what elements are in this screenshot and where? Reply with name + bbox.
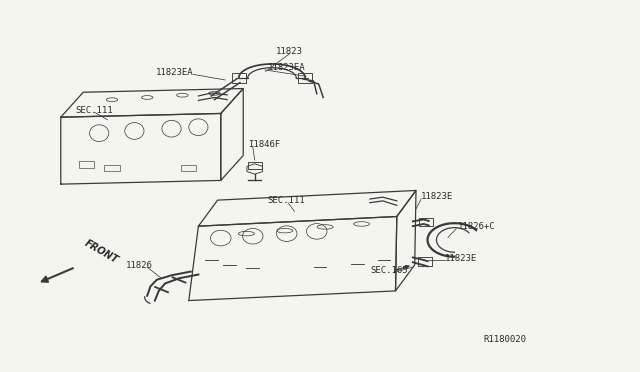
Text: SEC.111: SEC.111: [268, 196, 305, 205]
Text: 11823E: 11823E: [445, 254, 477, 263]
Bar: [104, 165, 120, 171]
Text: SEC.165: SEC.165: [370, 266, 408, 275]
Bar: [181, 165, 196, 171]
Text: 11823EA: 11823EA: [156, 68, 193, 77]
Text: 11823EA: 11823EA: [268, 63, 305, 72]
Bar: [79, 161, 94, 168]
Bar: [419, 218, 433, 226]
Bar: [248, 162, 262, 169]
Text: I1846F: I1846F: [248, 140, 280, 149]
Text: 11823: 11823: [276, 47, 303, 56]
Text: SEC.111: SEC.111: [76, 106, 113, 115]
Bar: [418, 257, 432, 266]
Text: 11823E: 11823E: [421, 192, 453, 201]
Bar: [232, 73, 246, 83]
Text: R1180020: R1180020: [483, 335, 526, 344]
Text: 11826+C: 11826+C: [458, 222, 495, 231]
Bar: [298, 73, 312, 83]
Text: FRONT: FRONT: [83, 238, 120, 265]
Text: 11826: 11826: [126, 262, 153, 270]
